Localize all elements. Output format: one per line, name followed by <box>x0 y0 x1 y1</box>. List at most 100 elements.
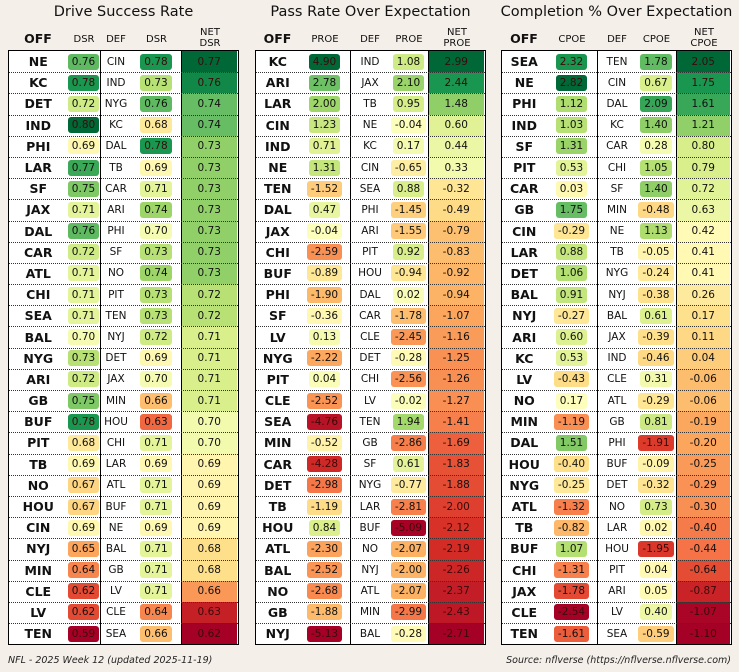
table-row: PIT 0.04 CHI -2.56 -1.26 <box>256 368 485 390</box>
offense-team: DAL <box>510 435 539 451</box>
offense-team: NYJ <box>512 308 537 324</box>
table-row: NE 2.82 CIN 0.67 1.75 <box>502 72 731 94</box>
defense-value-badge: -0.65 <box>390 159 427 176</box>
offense-value-cell: 0.76 <box>67 221 100 242</box>
offense-value-cell: -2.59 <box>300 242 350 263</box>
offense-value-badge: 2.78 <box>308 74 341 91</box>
offense-team: CIN <box>265 117 290 133</box>
defense-value-badge: -0.38 <box>638 286 674 303</box>
offense-value-badge: 0.84 <box>308 519 341 536</box>
offense-value-badge: 0.69 <box>67 138 100 155</box>
offense-team: TB <box>268 499 287 515</box>
defense-value-cell: 0.69 <box>132 348 181 369</box>
offense-value-cell: 0.67 <box>67 496 100 517</box>
defense-value-cell: 0.02 <box>390 284 428 305</box>
offense-value-cell: 4.90 <box>300 51 350 72</box>
offense-team: JAX <box>26 202 51 218</box>
defense-value-cell: -2.00 <box>390 560 428 581</box>
offense-value-cell: 0.84 <box>300 517 350 538</box>
defense-value-cell: 0.66 <box>132 390 181 411</box>
defense-value-cell: -5.09 <box>390 517 428 538</box>
defense-team: TB <box>596 241 637 263</box>
offense-value-cell: 0.13 <box>300 326 350 347</box>
table-row: GB 1.75 MIN -0.48 0.63 <box>502 199 731 221</box>
table-row: HOU -0.40 BUF -0.09 -0.25 <box>502 453 731 475</box>
defense-team: ARI <box>596 580 637 602</box>
table-row: DET 1.06 NYG -0.24 0.41 <box>502 262 731 285</box>
table-row: TB 0.69 LAR 0.69 0.69 <box>9 453 238 475</box>
table-row: MIN -0.52 GB -2.86 -1.69 <box>256 432 485 454</box>
table-row: DAL 0.76 PHI 0.70 0.73 <box>9 220 238 242</box>
defense-value-cell: 0.69 <box>132 157 181 178</box>
net-value-cell: 0.26 <box>675 284 730 306</box>
defense-value-cell: 0.63 <box>132 411 181 432</box>
offense-value-badge: 0.78 <box>67 413 100 430</box>
defense-team: TB <box>99 156 132 179</box>
offense-team: IND <box>25 117 52 133</box>
defense-value-cell: 0.61 <box>390 454 428 475</box>
net-value-cell: -0.06 <box>675 390 730 412</box>
defense-value-cell: 1.08 <box>390 51 428 72</box>
table-row: CAR 0.03 SF 1.40 0.72 <box>502 178 731 200</box>
offense-value-badge: 0.67 <box>67 498 100 515</box>
defense-value-badge: 1.13 <box>640 223 672 240</box>
offense-value-badge: 0.59 <box>67 625 100 642</box>
defense-value-badge: -0.32 <box>638 477 674 494</box>
defense-value-cell: 0.31 <box>637 369 676 390</box>
table-row: ATL -2.30 NO -2.07 -2.19 <box>256 538 485 560</box>
defense-value-cell: -0.29 <box>637 390 676 411</box>
net-value-cell: -0.20 <box>675 432 730 454</box>
net-value-cell: -1.10 <box>675 623 730 645</box>
offense-value-badge: 0.80 <box>67 117 100 134</box>
defense-value-badge: -0.09 <box>638 456 674 473</box>
defense-value-cell: -1.78 <box>390 305 428 326</box>
defense-value-badge: -0.46 <box>638 350 674 367</box>
defense-value-cell: 0.73 <box>132 242 181 263</box>
offense-team: CAR <box>24 244 53 260</box>
defense-team: CAR <box>99 178 132 200</box>
defense-team: LV <box>596 601 637 624</box>
defense-team: CIN <box>596 72 637 94</box>
offense-value-cell: 0.62 <box>67 602 100 623</box>
table-row: TB -0.82 LAR 0.02 -0.40 <box>502 517 731 539</box>
offense-value-cell: 1.31 <box>300 157 350 178</box>
net-value-cell: -2.37 <box>427 580 484 602</box>
defense-value-cell: -0.46 <box>637 348 676 369</box>
defense-value-badge: 0.40 <box>640 604 672 621</box>
table-row: TEN 0.59 SEA 0.66 0.62 <box>9 623 238 645</box>
offense-value-badge: -0.25 <box>553 477 590 494</box>
offense-team: NO <box>27 477 49 493</box>
defense-team: NO <box>99 262 132 285</box>
defense-value-cell: 0.73 <box>132 305 181 326</box>
net-value-cell: 0.63 <box>180 601 237 624</box>
offense-value-badge: 0.53 <box>555 350 588 367</box>
offense-team: SF <box>268 308 287 324</box>
net-value-cell: 0.70 <box>180 411 237 433</box>
net-value-cell: 0.76 <box>180 72 237 94</box>
defense-value-cell: 0.74 <box>132 199 181 220</box>
offense-value-cell: 1.07 <box>547 538 597 559</box>
offense-value-cell: -0.25 <box>547 475 597 496</box>
offense-value-badge: 0.04 <box>308 371 341 388</box>
offense-value-cell: 0.69 <box>67 517 100 538</box>
header-def: DEF <box>360 34 380 45</box>
offense-value-cell: -0.89 <box>300 263 350 284</box>
offense-value-badge: -0.29 <box>553 223 590 240</box>
offense-value-badge: -1.52 <box>306 180 343 197</box>
defense-value-badge: 0.73 <box>140 307 172 324</box>
net-value-cell: -0.29 <box>675 474 730 496</box>
net-value-cell: -0.87 <box>675 580 730 602</box>
defense-value-cell: -0.04 <box>390 115 428 136</box>
offense-value-cell: 1.03 <box>547 115 597 136</box>
defense-value-cell: -0.94 <box>390 263 428 284</box>
table-row: SF 0.75 CAR 0.71 0.73 <box>9 178 238 200</box>
offense-value-cell: 0.71 <box>67 263 100 284</box>
table-row: HOU 0.84 BUF -5.09 -2.12 <box>256 517 485 539</box>
net-value-cell: -2.00 <box>427 495 484 518</box>
defense-team: NYJ <box>99 326 132 348</box>
defense-value-badge: 0.71 <box>140 583 172 600</box>
defense-value-cell: 2.09 <box>637 93 676 114</box>
offense-value-cell: -2.30 <box>300 538 350 559</box>
offense-value-badge: 0.72 <box>67 244 100 261</box>
table-row: CHI 0.71 PIT 0.73 0.72 <box>9 284 238 306</box>
